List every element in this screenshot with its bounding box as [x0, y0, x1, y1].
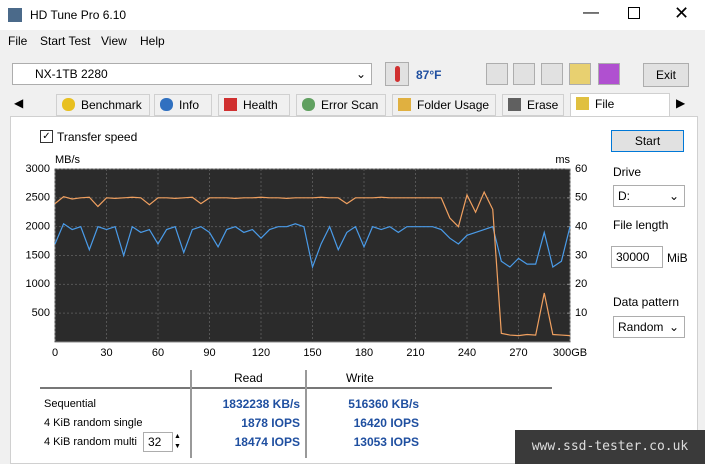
file-length-input[interactable]: 30000 — [611, 246, 663, 268]
tab[interactable]: Erase — [502, 94, 564, 116]
close[interactable]: ✕ — [674, 3, 690, 23]
tab[interactable]: Health — [218, 94, 290, 116]
table-rule — [305, 370, 307, 458]
toolbar-button[interactable] — [569, 63, 591, 85]
exit-button[interactable]: Exit — [643, 63, 689, 87]
read-result: 1832238 KB/s — [222, 397, 300, 411]
x-tick-label: 0 — [52, 347, 58, 359]
pattern-select[interactable]: Random ⌄ — [613, 316, 685, 338]
checkbox-label: Transfer speed — [57, 130, 138, 144]
tab-scroll-right[interactable]: ▶ — [676, 96, 686, 110]
tab[interactable]: Error Scan — [296, 94, 386, 116]
dropdown-arrow: ⌄ — [355, 67, 366, 81]
column-header: Read — [234, 371, 263, 385]
y2-tick-label: 30 — [575, 249, 587, 261]
watermark: www.ssd-tester.co.uk — [515, 430, 705, 464]
row-label: 4 KiB random single — [44, 417, 143, 429]
y2-tick-label: 60 — [575, 163, 587, 175]
title-bar: HD Tune Pro 6.10 — ✕ — [0, 0, 705, 30]
temperature-icon — [385, 62, 409, 86]
series-line — [54, 222, 571, 270]
y2-tick-label: 40 — [575, 221, 587, 233]
y-tick-label: 1000 — [26, 278, 50, 290]
queue-depth[interactable]: 32 — [143, 432, 173, 452]
menu-item[interactable]: File — [8, 34, 28, 48]
x-tick-label: 150 — [303, 347, 321, 359]
x-tick-label: 120 — [252, 347, 270, 359]
table-rule — [40, 387, 552, 389]
tab[interactable]: Folder Usage — [392, 94, 496, 116]
toolbar-button[interactable] — [598, 63, 620, 85]
write-result: 16420 IOPS — [353, 416, 419, 430]
column-header: Write — [346, 371, 374, 385]
row-label: Sequential — [44, 398, 96, 410]
toolbar-button[interactable] — [541, 63, 563, 85]
row-label: 4 KiB random multi — [44, 436, 137, 448]
read-result: 1878 IOPS — [241, 416, 300, 430]
menu-item[interactable]: Help — [140, 34, 165, 48]
dropdown-arrow: ⌄ — [668, 320, 679, 334]
drive-letter: D: — [618, 189, 630, 203]
x-tick-label: 30 — [100, 347, 112, 359]
y-tick-label: 500 — [32, 307, 50, 319]
tab-label: Erase — [527, 98, 559, 112]
pattern-label: Data pattern — [613, 295, 680, 309]
file-length-label: File length — [613, 218, 669, 232]
table-rule — [190, 370, 192, 458]
file-length-unit: MiB — [667, 251, 688, 265]
tab-label: Health — [243, 98, 278, 112]
drive-select[interactable]: NX-1TB 2280 ⌄ — [12, 63, 372, 85]
y-tick-label: 1500 — [26, 249, 50, 261]
maximize[interactable] — [628, 7, 640, 19]
y-axis-label: MB/s — [55, 154, 81, 166]
write-result: 516360 KB/s — [348, 397, 419, 411]
write-result: 13053 IOPS — [353, 435, 419, 449]
tab-label: Info — [179, 98, 200, 112]
menu-item[interactable]: View — [101, 34, 127, 48]
tab-scroll-left[interactable]: ◀ — [14, 96, 24, 110]
tab[interactable]: Info — [154, 94, 212, 116]
tab-label: Benchmark — [81, 98, 142, 112]
pattern-value: Random — [618, 320, 664, 334]
read-result: 18474 IOPS — [234, 435, 300, 449]
dropdown-arrow: ⌄ — [668, 189, 679, 203]
drive-letter-select[interactable]: D: ⌄ — [613, 185, 685, 207]
x-tick-label: 90 — [203, 347, 215, 359]
x-tick-label: 180 — [355, 347, 373, 359]
x-tick-label: 60 — [152, 347, 164, 359]
tab-label: Error Scan — [321, 98, 379, 112]
window-title: HD Tune Pro 6.10 — [30, 8, 127, 22]
minimize[interactable]: — — [583, 4, 599, 21]
drive-name: NX-1TB 2280 — [35, 67, 108, 81]
x-tick-label: 210 — [406, 347, 424, 359]
tab-label: Folder Usage — [417, 98, 490, 112]
y2-tick-label: 50 — [575, 192, 587, 204]
series-line — [54, 190, 571, 337]
y-tick-label: 3000 — [26, 163, 50, 175]
y2-tick-label: 20 — [575, 278, 587, 290]
x-tick-label: 270 — [509, 347, 527, 359]
tab[interactable]: Benchmark — [56, 94, 150, 116]
start-button[interactable]: Start — [611, 130, 684, 152]
x-tick-label: 240 — [458, 347, 476, 359]
spinner[interactable]: ▲ ▼ — [174, 433, 181, 450]
checkbox[interactable]: ✓ — [40, 130, 53, 143]
temperature: 87°F — [416, 68, 442, 82]
drive-label: Drive — [613, 165, 642, 179]
x-tick-label: 300GB — [553, 347, 587, 359]
y-tick-label: 2000 — [26, 221, 50, 233]
menu-item[interactable]: Start Test — [40, 34, 91, 48]
toolbar-button[interactable] — [513, 63, 535, 85]
toolbar-button[interactable] — [486, 63, 508, 85]
y2-axis-label: ms — [555, 154, 570, 166]
app-icon — [8, 8, 22, 22]
y-tick-label: 2500 — [26, 192, 50, 204]
y2-tick-label: 10 — [575, 307, 587, 319]
